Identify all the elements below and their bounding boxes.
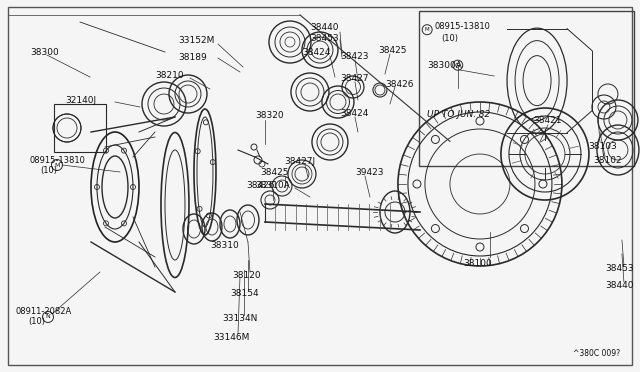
Text: 38453: 38453 xyxy=(310,33,339,42)
Text: 38425: 38425 xyxy=(378,45,406,55)
Text: 38423: 38423 xyxy=(340,51,369,61)
Text: 38440: 38440 xyxy=(605,282,634,291)
Text: N: N xyxy=(45,314,51,320)
Text: 38310A: 38310A xyxy=(255,182,290,190)
Text: 38427: 38427 xyxy=(340,74,369,83)
Text: 38421: 38421 xyxy=(533,116,561,125)
Text: 38426: 38426 xyxy=(246,182,275,190)
Text: UP TO JUN.'82: UP TO JUN.'82 xyxy=(427,110,490,119)
Text: 38440: 38440 xyxy=(310,23,339,32)
Text: 08915-13810: 08915-13810 xyxy=(30,155,86,164)
Text: 38300A: 38300A xyxy=(427,61,462,70)
Text: 08911-2082A: 08911-2082A xyxy=(16,308,72,317)
Text: 38189: 38189 xyxy=(178,52,207,61)
Text: M: M xyxy=(425,27,429,32)
Text: M: M xyxy=(54,163,60,167)
Text: 38120: 38120 xyxy=(232,272,260,280)
Text: 38426: 38426 xyxy=(385,80,413,89)
Text: (10): (10) xyxy=(441,35,458,44)
Text: 38453: 38453 xyxy=(605,264,634,273)
Text: 38424: 38424 xyxy=(302,48,330,57)
Text: 38210: 38210 xyxy=(155,71,184,80)
Text: 38310: 38310 xyxy=(210,241,239,250)
Text: 38320: 38320 xyxy=(255,110,284,119)
Text: ^380C 009?: ^380C 009? xyxy=(573,349,620,359)
Text: 39423: 39423 xyxy=(355,167,383,176)
Text: 38102: 38102 xyxy=(593,155,621,164)
Text: 32140J: 32140J xyxy=(65,96,96,105)
Text: 08915-13810: 08915-13810 xyxy=(434,22,490,31)
Text: 38154: 38154 xyxy=(230,289,259,298)
Text: 38300: 38300 xyxy=(30,48,59,57)
Bar xyxy=(54,104,106,152)
Text: 38103: 38103 xyxy=(588,141,617,151)
Text: 38425: 38425 xyxy=(260,167,289,176)
Text: 38424: 38424 xyxy=(340,109,369,118)
Text: (10): (10) xyxy=(40,166,57,174)
Text: 33134N: 33134N xyxy=(222,314,257,324)
Text: 38100: 38100 xyxy=(463,260,492,269)
Bar xyxy=(419,11,634,166)
Text: (10): (10) xyxy=(28,317,45,327)
Text: 33152M: 33152M xyxy=(178,35,214,45)
Text: 33146M: 33146M xyxy=(213,333,250,343)
Text: 38427J: 38427J xyxy=(284,157,315,166)
